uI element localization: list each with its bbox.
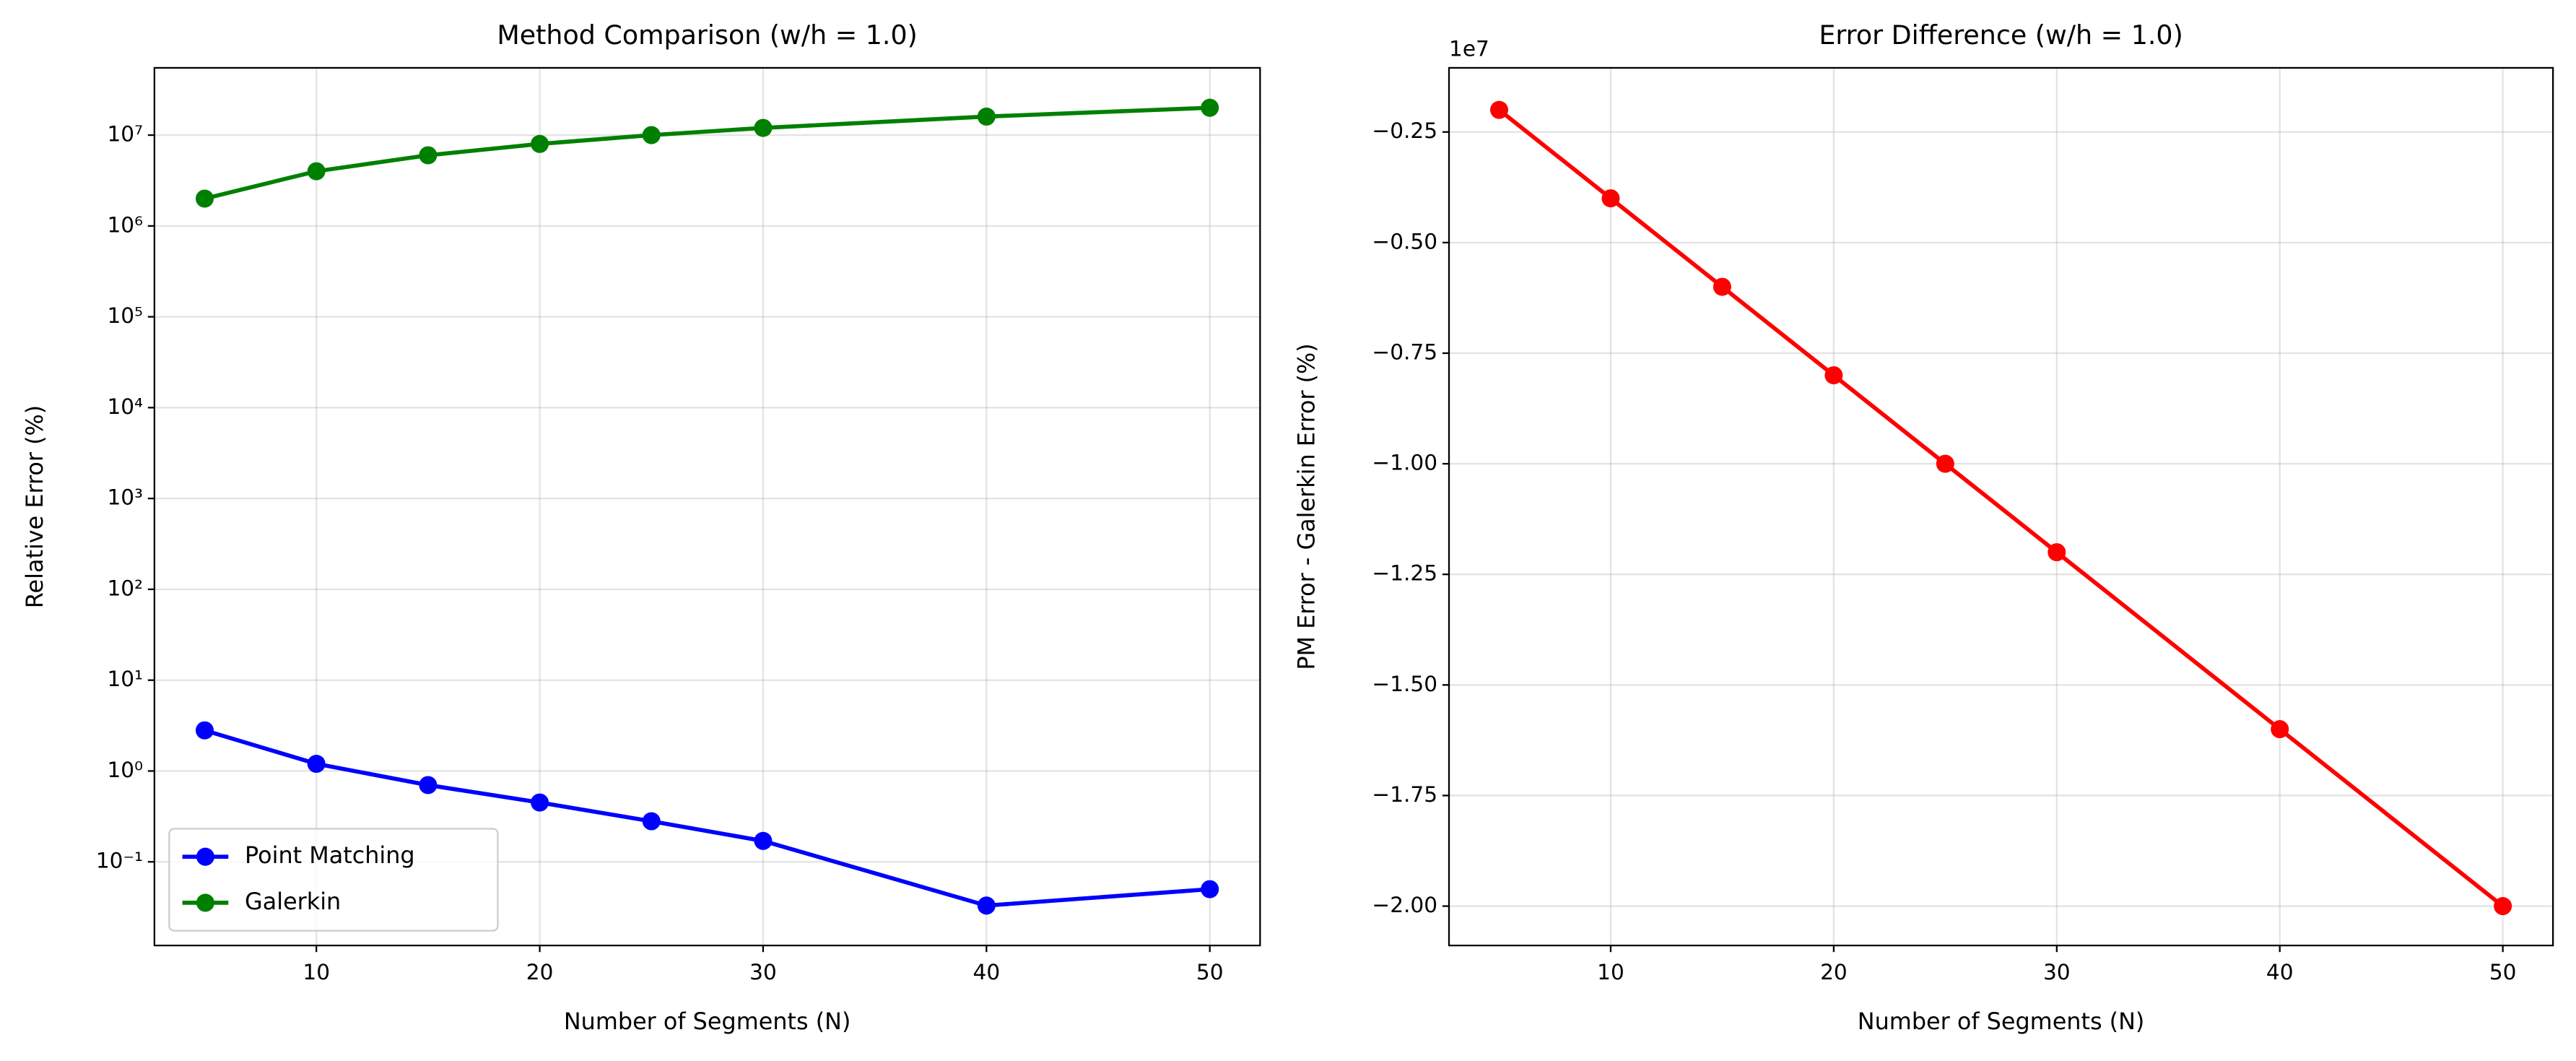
data-point xyxy=(2494,897,2512,916)
data-point xyxy=(642,126,661,144)
chart-title: Error Difference (w/h = 1.0) xyxy=(1819,20,2183,51)
data-point xyxy=(419,146,438,165)
data-point xyxy=(754,831,773,850)
data-point xyxy=(1936,454,1954,473)
data-point xyxy=(977,107,996,126)
panel: 10 20 30 40 50 10⁻¹ 10⁰ 10¹ 10² 10³ 10⁴ 10⁵ 10⁶ 10⁷ Me… xyxy=(21,20,1261,1035)
y-tick-label: 10⁻¹ xyxy=(96,849,143,873)
y-tick-label: 10⁴ xyxy=(107,394,143,419)
data-point xyxy=(531,134,549,153)
legend-marker xyxy=(196,893,214,912)
y-tick-label: −1.00 xyxy=(1372,451,1437,475)
y-tick-label: 10⁵ xyxy=(107,303,143,328)
y-tick-label: 10³ xyxy=(107,485,143,510)
y-tick-label: −1.25 xyxy=(1372,561,1437,586)
panel: 10 20 30 40 50 −0.25 −0.50 −0.75 −1.00 −1.25 −1.50… xyxy=(1292,20,2554,1035)
y-axis-label: Relative Error (%) xyxy=(21,405,48,608)
data-point xyxy=(1824,366,1843,385)
y-tick-label: −0.25 xyxy=(1372,118,1437,143)
x-tick-label: 50 xyxy=(2489,960,2517,984)
data-point xyxy=(754,118,773,137)
legend-marker xyxy=(196,847,214,866)
data-point xyxy=(195,189,214,208)
x-tick-label: 40 xyxy=(2266,960,2294,984)
y-axis-label: PM Error - Galerkin Error (%) xyxy=(1292,343,1320,670)
y-tick-label: 10⁰ xyxy=(107,758,143,782)
data-point xyxy=(307,162,326,181)
legend-label: Galerkin xyxy=(245,888,341,915)
x-tick-label: 20 xyxy=(526,960,554,984)
y-tick-label: −1.75 xyxy=(1372,782,1437,807)
data-point xyxy=(2271,720,2289,739)
x-tick-label: 50 xyxy=(1196,960,1224,984)
data-point xyxy=(419,776,438,794)
x-tick-label: 40 xyxy=(973,960,1001,984)
x-tick-label: 10 xyxy=(303,960,330,984)
y-tick-label: 10⁶ xyxy=(107,212,143,237)
chart-title: Method Comparison (w/h = 1.0) xyxy=(497,20,917,51)
y-tick-label: 10¹ xyxy=(107,667,143,691)
plot-frame xyxy=(1448,66,2554,947)
y-tick-label: −1.50 xyxy=(1372,672,1437,696)
data-point xyxy=(1601,189,1620,208)
x-tick-label: 10 xyxy=(1597,960,1624,984)
data-point xyxy=(2048,543,2066,562)
x-axis-label: Number of Segments (N) xyxy=(1858,1008,2145,1035)
data-point xyxy=(531,793,549,812)
y-tick-label: −0.75 xyxy=(1372,339,1437,364)
legend-label: Point Matching xyxy=(245,841,415,869)
y-tick-label: −0.50 xyxy=(1372,229,1437,254)
y-tick-label: 10² xyxy=(107,576,143,600)
x-tick-label: 20 xyxy=(1820,960,1848,984)
x-tick-label: 30 xyxy=(2043,960,2071,984)
data-point xyxy=(195,721,214,740)
data-point xyxy=(642,812,661,831)
x-tick-label: 30 xyxy=(749,960,777,984)
data-point xyxy=(307,755,326,774)
x-axis-label: Number of Segments (N) xyxy=(564,1008,851,1035)
y-tick-label: −2.00 xyxy=(1372,893,1437,917)
series-line xyxy=(204,105,1210,201)
series-line xyxy=(1497,108,2505,908)
data-point xyxy=(1489,100,1509,119)
data-point xyxy=(977,896,996,915)
y-offset-label: 1e7 xyxy=(1449,36,1489,61)
y-tick-label: 10⁷ xyxy=(107,122,143,147)
plot-frame xyxy=(153,66,1261,947)
data-point xyxy=(1713,277,1731,296)
legend-box xyxy=(168,828,499,932)
data-point xyxy=(1201,880,1219,898)
series-line xyxy=(204,728,1210,908)
data-point xyxy=(1201,98,1219,117)
